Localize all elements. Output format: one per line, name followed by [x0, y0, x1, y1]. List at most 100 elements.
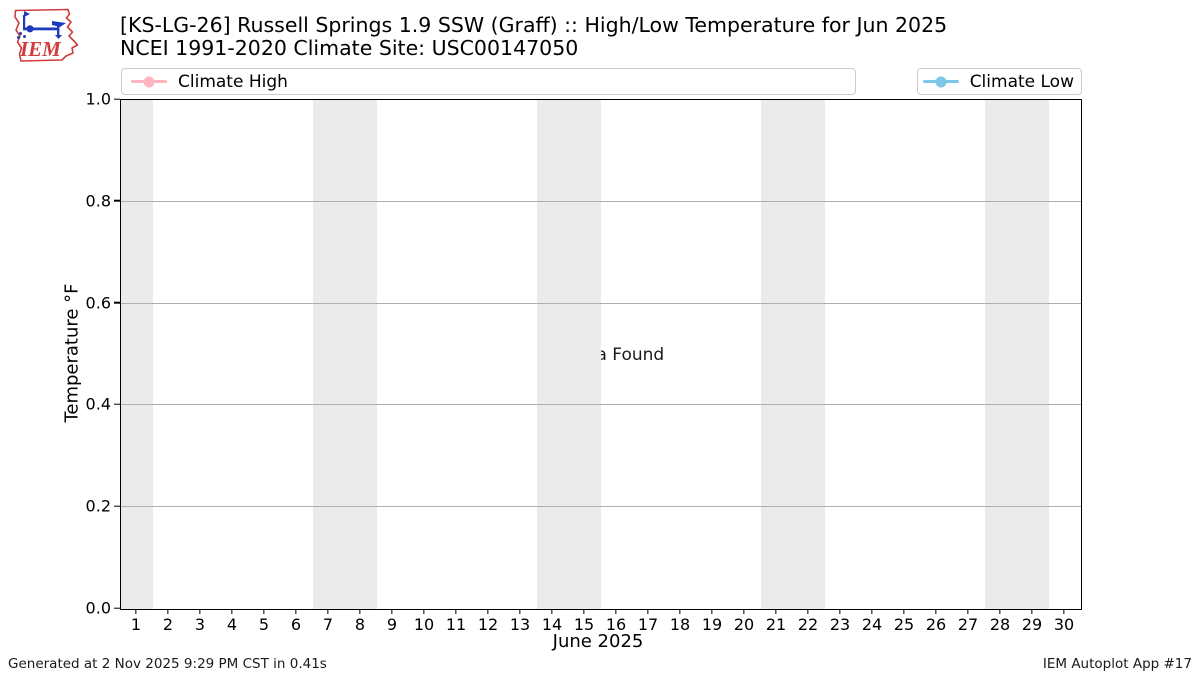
- chart-title: [KS-LG-26] Russell Springs 1.9 SSW (Graf…: [120, 13, 948, 37]
- weekend-band: [760, 100, 825, 609]
- x-tick-label: 21: [765, 615, 787, 634]
- y-tick: [114, 200, 120, 202]
- iem-logo: IEM: [14, 8, 79, 62]
- x-tick: [967, 609, 969, 614]
- climate-low-marker: [922, 76, 959, 88]
- x-tick-label: 17: [637, 615, 659, 634]
- plot-area: No Data Found: [120, 99, 1082, 610]
- x-tick-label: 5: [258, 615, 270, 634]
- x-tick: [615, 609, 617, 614]
- y-tick-label: 1.0: [85, 89, 111, 109]
- x-tick-label: 10: [413, 615, 435, 634]
- gridline: [121, 200, 1081, 202]
- x-tick: [199, 609, 201, 614]
- iem-logo-text: IEM: [19, 37, 62, 61]
- x-tick-label: 23: [829, 615, 851, 634]
- x-tick-label: 16: [605, 615, 627, 634]
- x-tick: [135, 609, 137, 614]
- x-tick-label: 18: [669, 615, 691, 634]
- gridline: [121, 404, 1081, 406]
- weekend-band: [121, 100, 153, 609]
- x-tick: [519, 609, 521, 614]
- x-tick: [391, 609, 393, 614]
- x-tick-label: 12: [477, 615, 499, 634]
- x-tick-label: 28: [989, 615, 1011, 634]
- gridline: [121, 506, 1081, 508]
- x-tick: [999, 609, 1001, 614]
- x-tick: [839, 609, 841, 614]
- x-tick-label: 20: [733, 615, 755, 634]
- legend-climate-low: Climate Low: [917, 68, 1082, 95]
- x-tick: [359, 609, 361, 614]
- x-tick: [711, 609, 713, 614]
- weekend-band: [313, 100, 377, 609]
- x-tick-label: 6: [290, 615, 302, 634]
- app-credit: IEM Autoplot App #17: [1042, 656, 1192, 672]
- x-tick-label: 11: [445, 615, 467, 634]
- x-tick-label: 1: [130, 615, 142, 634]
- iowa-outline: [14, 8, 79, 62]
- generated-timestamp: Generated at 2 Nov 2025 9:29 PM CST in 0…: [8, 656, 327, 672]
- x-tick-label: 27: [957, 615, 979, 634]
- weekend-band: [537, 100, 601, 609]
- x-tick: [263, 609, 265, 614]
- legend-label-climate-low: Climate Low: [969, 71, 1074, 92]
- climate-high-dot-icon: [143, 76, 155, 87]
- x-tick-label: 26: [925, 615, 947, 634]
- x-tick: [295, 609, 297, 614]
- x-tick-label: 25: [893, 615, 915, 634]
- y-tick: [114, 607, 120, 609]
- x-tick: [871, 609, 873, 614]
- x-tick: [775, 609, 777, 614]
- x-tick-label: 30: [1053, 615, 1075, 634]
- x-tick-label: 19: [701, 615, 723, 634]
- climate-high-marker: [131, 76, 167, 88]
- y-tick-label: 0.6: [85, 293, 111, 313]
- climate-low-dot-icon: [935, 76, 947, 87]
- y-tick: [114, 505, 120, 507]
- chart-header: [KS-LG-26] Russell Springs 1.9 SSW (Graf…: [120, 14, 947, 59]
- y-tick-label: 0.2: [85, 496, 111, 516]
- x-tick: [167, 609, 169, 614]
- x-tick: [647, 609, 649, 614]
- chart-subtitle: NCEI 1991-2020 Climate Site: USC00147050: [120, 35, 579, 60]
- weather-vane-icon: [17, 11, 66, 39]
- x-tick-label: 14: [541, 615, 563, 634]
- x-tick: [551, 609, 553, 614]
- x-tick-label: 4: [226, 615, 238, 634]
- y-tick: [114, 301, 120, 304]
- x-tick: [327, 609, 329, 614]
- gridline: [121, 302, 1081, 304]
- x-tick: [423, 609, 425, 614]
- x-tick: [935, 609, 937, 614]
- x-axis-label: June 2025: [552, 631, 644, 652]
- x-tick-label: 22: [797, 615, 819, 634]
- y-axis-label: Temperature °F: [61, 283, 83, 423]
- y-tick-label: 0.4: [85, 394, 111, 414]
- y-axis: 0.0 0.2 0.4 0.6 0.8 1.0: [0, 90, 120, 618]
- x-tick: [583, 609, 585, 614]
- y-tick: [114, 98, 120, 100]
- x-tick-label: 7: [322, 615, 334, 634]
- x-axis: 1 2 3 4 5 6 7 8 9 10 11 12 13 14 15 16 17 18 19 20 21 22 23 24 2…: [120, 609, 1080, 649]
- x-tick: [807, 609, 809, 614]
- x-tick-label: 8: [354, 615, 366, 634]
- legend-climate-high: Climate High: [121, 68, 856, 95]
- x-tick-label: 15: [573, 615, 595, 634]
- x-tick: [1031, 609, 1033, 614]
- x-tick: [903, 609, 905, 614]
- weekend-band: [985, 100, 1049, 609]
- x-tick-label: 13: [509, 615, 531, 634]
- y-tick-label: 0.0: [85, 598, 111, 618]
- x-tick-label: 2: [162, 615, 174, 634]
- x-tick: [743, 609, 745, 614]
- legend-label-climate-high: Climate High: [178, 71, 288, 92]
- x-tick: [679, 609, 681, 614]
- x-tick: [455, 609, 457, 614]
- x-tick: [231, 609, 233, 614]
- y-tick: [114, 403, 120, 406]
- x-tick-label: 9: [386, 615, 398, 634]
- x-tick: [1063, 609, 1065, 614]
- x-tick-label: 24: [861, 615, 883, 634]
